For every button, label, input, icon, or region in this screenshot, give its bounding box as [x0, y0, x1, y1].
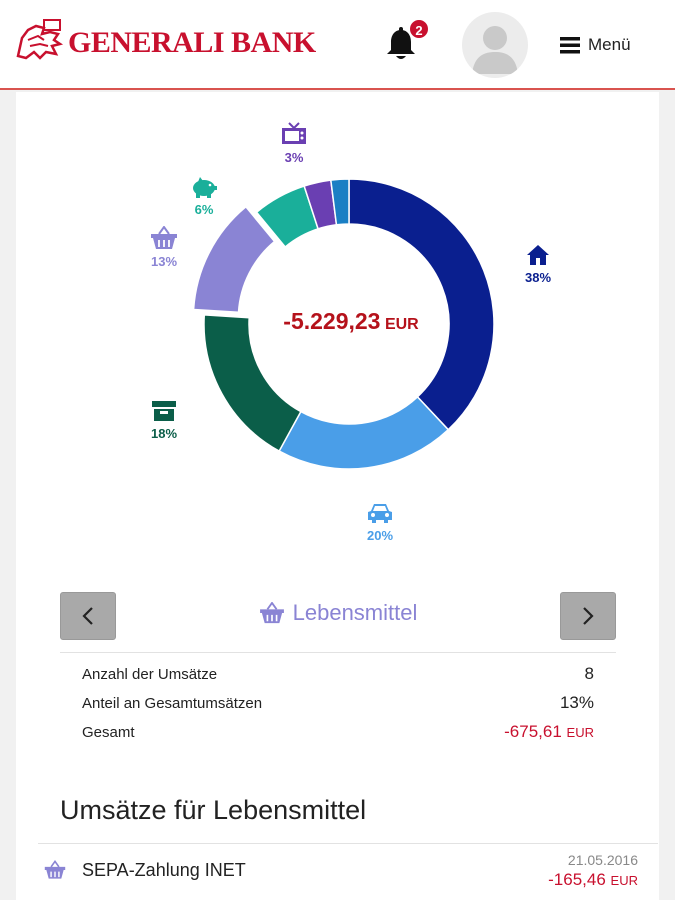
stat-total: Gesamt -675,61 EUR: [82, 720, 594, 749]
content-card: -5.229,23 EUR 38% 20% 18: [16, 92, 659, 900]
lion-logo-icon: [16, 19, 64, 60]
category-navigator: Lebensmittel: [60, 592, 616, 640]
transaction-amount: -165,46 EUR: [548, 870, 638, 890]
stat-total-currency: EUR: [566, 725, 594, 740]
stat-total-value: -675,61 EUR: [504, 722, 594, 742]
segment-percent-car: 20%: [366, 528, 394, 543]
donut-segment-other[interactable]: [329, 178, 350, 226]
segment-label-archive[interactable]: 18%: [134, 400, 194, 441]
donut-segment-groceries[interactable]: [192, 205, 276, 314]
house-icon: [527, 245, 549, 265]
segment-percent-savings: 6%: [194, 202, 214, 217]
segment-label-car[interactable]: 20%: [350, 502, 410, 543]
stat-share-value: 13%: [559, 693, 594, 712]
basket-icon: [259, 602, 284, 624]
donut-segment-car[interactable]: [278, 395, 450, 470]
divider: [60, 652, 616, 653]
stat-count: Anzahl der Umsätze 8: [82, 662, 594, 691]
next-category-button[interactable]: [560, 592, 616, 640]
transaction-amount-value: -165,46: [548, 870, 606, 889]
category-name: Lebensmittel: [292, 600, 418, 625]
brand-name: GENERALI BANK: [68, 26, 316, 59]
transaction-name: SEPA-Zahlung INET: [82, 860, 246, 880]
segment-label-housing[interactable]: 38%: [508, 244, 568, 285]
transaction-row[interactable]: SEPA-Zahlung INET 21.05.2016 -165,46 EUR: [38, 848, 638, 898]
segment-label-groceries[interactable]: 13%: [134, 226, 194, 269]
basket-icon: [151, 226, 177, 249]
stat-share: Anteil an Gesamtumsätzen 13%: [82, 691, 594, 720]
stat-total-label: Gesamt: [82, 724, 135, 741]
spending-donut-chart: -5.229,23 EUR 38% 20% 18: [16, 92, 659, 562]
donut-segment-housing[interactable]: [348, 178, 495, 431]
segment-percent-groceries: 13%: [150, 254, 178, 269]
transaction-currency: EUR: [610, 873, 638, 888]
tv-icon: [282, 122, 306, 144]
chevron-left-icon: [82, 607, 93, 625]
archive-box-icon: [152, 401, 176, 421]
donut-total-currency: EUR: [384, 316, 419, 333]
previous-category-button[interactable]: [60, 592, 116, 640]
category-title: Lebensmittel: [130, 600, 546, 626]
stat-share-label: Anteil an Gesamtumsätzen: [82, 695, 263, 712]
donut-total-amount: -5.229,23: [283, 308, 381, 334]
hamburger-icon: [560, 37, 580, 54]
bell-icon: [387, 27, 415, 59]
segment-percent-tv: 3%: [284, 150, 304, 165]
notification-badge: 2: [408, 18, 430, 40]
category-stats: Anzahl der Umsätze 8 Anteil an Gesamtums…: [82, 662, 594, 749]
stat-count-value: 8: [584, 664, 594, 683]
stat-total-amount: -675,61: [504, 722, 562, 741]
donut-svg: [192, 178, 495, 470]
segment-percent-housing: 38%: [524, 270, 552, 285]
segment-percent-archive: 18%: [150, 426, 178, 441]
stat-count-label: Anzahl der Umsätze: [82, 666, 218, 683]
divider: [38, 843, 658, 844]
transaction-date: 21.05.2016: [567, 852, 638, 868]
piggy-bank-icon: [193, 177, 217, 198]
user-silhouette-icon: [472, 26, 518, 74]
donut-segment-archive[interactable]: [203, 314, 302, 453]
generali-logo[interactable]: GENERALI BANK: [14, 18, 334, 64]
transactions-heading: Umsätze für Lebensmittel: [60, 795, 367, 825]
segment-label-tv[interactable]: 3%: [264, 122, 324, 165]
menu-label: Menü: [588, 35, 631, 54]
user-avatar[interactable]: [462, 12, 528, 78]
notifications-button[interactable]: 2: [384, 18, 430, 66]
chevron-right-icon: [583, 607, 594, 625]
segment-label-savings[interactable]: 6%: [174, 176, 234, 217]
menu-button[interactable]: Menü: [560, 30, 631, 60]
donut-total: -5.229,23 EUR: [216, 308, 486, 335]
basket-icon: [44, 860, 66, 885]
car-icon: [368, 504, 392, 523]
app-header: GENERALI BANK 2 Menü: [0, 0, 675, 90]
